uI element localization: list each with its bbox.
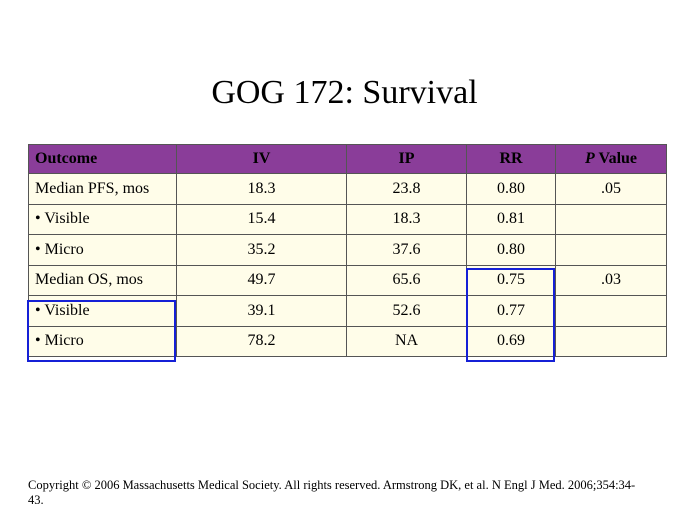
cell-outcome: • Micro [28, 325, 177, 357]
cell-iv: 39.1 [176, 295, 347, 327]
table-row: Median OS, mos 49.7 65.6 0.75 .03 [28, 264, 667, 296]
cell-pvalue: .05 [555, 173, 667, 205]
table-row: Median PFS, mos 18.3 23.8 0.80 .05 [28, 173, 667, 205]
cell-ip: 37.6 [346, 234, 467, 266]
cell-rr: 0.80 [466, 234, 556, 266]
cell-ip: 23.8 [346, 173, 467, 205]
cell-outcome: • Visible [28, 203, 177, 235]
cell-pvalue [555, 234, 667, 266]
cell-rr: 0.75 [466, 264, 556, 296]
cell-rr: 0.81 [466, 203, 556, 235]
header-iv: IV [176, 144, 347, 174]
header-ip: IP [346, 144, 467, 174]
highlight-box-os-rr [466, 268, 555, 362]
results-table: Outcome IV IP RR P Value Median PFS, mos… [28, 144, 667, 357]
cell-rr: 0.69 [466, 325, 556, 357]
cell-rr: 0.80 [466, 173, 556, 205]
cell-ip: NA [346, 325, 467, 357]
cell-iv: 18.3 [176, 173, 347, 205]
highlight-box-os-subgroups [27, 300, 176, 362]
cell-pvalue [555, 203, 667, 235]
header-pvalue: P Value [555, 144, 667, 174]
cell-iv: 35.2 [176, 234, 347, 266]
table-row: • Micro 35.2 37.6 0.80 [28, 234, 667, 266]
cell-outcome: • Micro [28, 234, 177, 266]
header-pvalue-p: P [584, 150, 595, 167]
cell-ip: 52.6 [346, 295, 467, 327]
table-row: • Visible 15.4 18.3 0.81 [28, 203, 667, 235]
table-header-row: Outcome IV IP RR P Value [28, 144, 667, 174]
slide-title: GOG 172: Survival [211, 74, 478, 111]
header-outcome: Outcome [28, 144, 177, 174]
table-row: • Micro 78.2 NA 0.69 [28, 325, 667, 357]
header-pvalue-label: Value [594, 150, 638, 167]
cell-outcome: Median OS, mos [28, 264, 177, 296]
cell-pvalue: .03 [555, 264, 667, 296]
cell-ip: 18.3 [346, 203, 467, 235]
cell-pvalue [555, 325, 667, 357]
copyright-notice: Copyright © 2006 Massachusetts Medical S… [28, 478, 636, 507]
cell-iv: 49.7 [176, 264, 347, 296]
header-rr: RR [466, 144, 556, 174]
cell-iv: 78.2 [176, 325, 347, 357]
cell-pvalue [555, 295, 667, 327]
cell-outcome: Median PFS, mos [28, 173, 177, 205]
cell-iv: 15.4 [176, 203, 347, 235]
cell-ip: 65.6 [346, 264, 467, 296]
